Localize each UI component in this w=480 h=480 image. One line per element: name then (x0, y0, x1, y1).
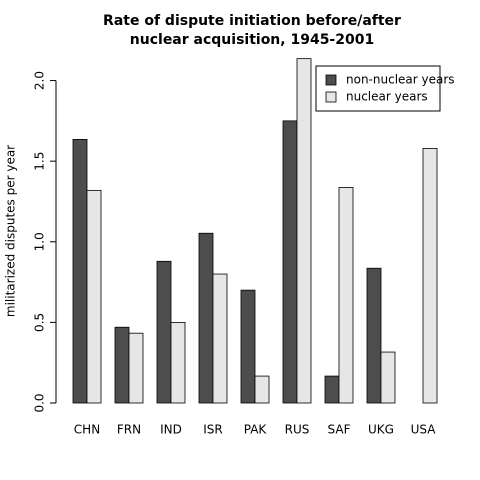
bar (422, 148, 438, 404)
x-tick-label: CHN (74, 423, 100, 437)
bar (212, 273, 228, 404)
bar (198, 232, 214, 404)
legend-swatch (325, 91, 337, 103)
legend-label: nuclear years (346, 90, 428, 104)
x-tick-label: ISR (203, 423, 223, 437)
bar (170, 321, 186, 404)
chart-title: nuclear acquisition, 1945-2001 (130, 32, 374, 48)
bar (282, 120, 298, 404)
bar (366, 267, 382, 404)
bar (380, 351, 396, 404)
chart-title: Rate of dispute initiation before/after (103, 13, 401, 29)
legend-label: non-nuclear years (346, 73, 455, 87)
x-tick-label: IND (160, 423, 182, 437)
bar (324, 375, 340, 404)
bar (86, 189, 102, 404)
legend-swatch (325, 74, 337, 86)
y-tick-label: 2.0 (33, 71, 47, 90)
legend-box (315, 65, 441, 112)
bar (338, 187, 354, 404)
bar (240, 289, 256, 404)
bar (296, 58, 312, 404)
y-tick-label: 0.0 (33, 393, 47, 412)
y-tick-label: 0.5 (33, 313, 47, 332)
y-axis-label: militarized disputes per year (4, 145, 18, 317)
x-tick-label: FRN (117, 423, 141, 437)
bar (114, 326, 130, 404)
bar (254, 375, 270, 404)
bar (156, 260, 172, 404)
bar (72, 139, 88, 404)
y-tick-label: 1.5 (33, 152, 47, 171)
x-tick-label: SAF (328, 423, 351, 437)
x-tick-label: UKG (368, 423, 394, 437)
x-tick-label: RUS (285, 423, 310, 437)
y-tick-label: 1.0 (33, 232, 47, 251)
x-tick-label: PAK (244, 423, 268, 437)
bar (128, 332, 144, 404)
x-tick-label: USA (411, 423, 437, 437)
